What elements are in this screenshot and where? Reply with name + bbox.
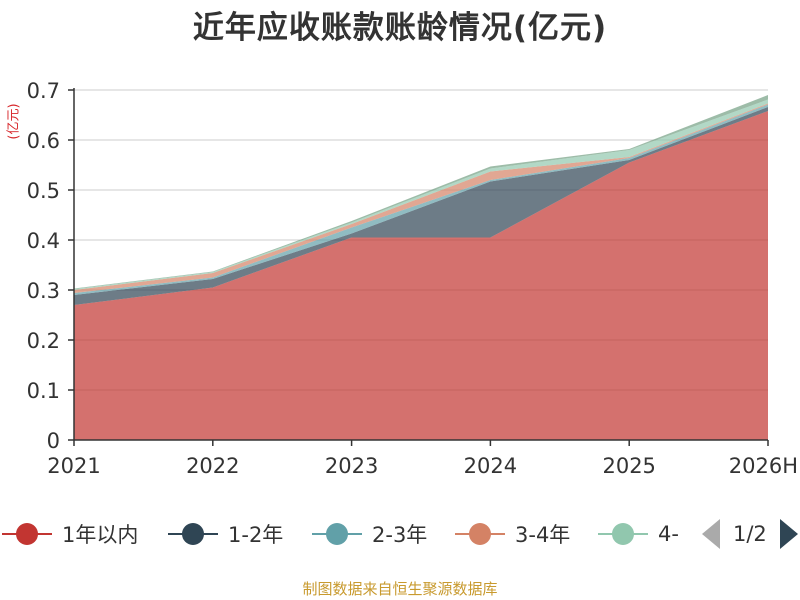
x-tick-label: 2026H — [729, 454, 798, 478]
legend-pager: 1/2 — [702, 514, 798, 554]
legend-item-3[interactable]: 2-3年 — [312, 514, 427, 554]
area-series — [74, 95, 768, 440]
area-series-1[interactable] — [74, 111, 768, 440]
legend-label: 4- — [658, 522, 679, 546]
axes: 0 0.1 0.2 0.3 0.4 0.5 0.6 0.7 2021 2022 2023 2024 20… — [27, 79, 798, 478]
legend-item-4[interactable]: 3-4年 — [455, 514, 570, 554]
legend-symbol — [598, 514, 648, 554]
y-tick-label: 0.5 — [27, 179, 60, 203]
x-tick-label: 2023 — [325, 454, 378, 478]
y-tick-label: 0.1 — [27, 379, 60, 403]
y-tick-label: 0.6 — [27, 129, 60, 153]
legend-symbol — [168, 514, 218, 554]
y-tick-label: 0.3 — [27, 279, 60, 303]
x-tick-label: 2022 — [186, 454, 239, 478]
chart-title: 近年应收账款账龄情况(亿元) — [192, 10, 608, 46]
legend-page-indicator: 1/2 — [733, 522, 767, 546]
x-tick-label: 2024 — [464, 454, 517, 478]
y-tick-label: 0 — [47, 429, 60, 453]
y-tick-label: 0.4 — [27, 229, 60, 253]
y-tick-label: 0.7 — [27, 79, 60, 103]
x-tick-label: 2025 — [602, 454, 655, 478]
data-source-note: 制图数据来自恒生聚源数据库 — [302, 580, 498, 598]
area-series-4[interactable] — [74, 103, 768, 294]
legend-symbol — [312, 514, 362, 554]
legend-item-1[interactable]: 1年以内 — [2, 514, 138, 554]
legend-symbol — [2, 514, 52, 554]
legend-label: 3-4年 — [515, 523, 571, 547]
y-tick-label: 0.2 — [27, 329, 60, 353]
legend-label: 2-3年 — [372, 523, 428, 547]
legend-symbol — [455, 514, 505, 554]
legend-label: 1-2年 — [228, 523, 284, 547]
legend-label: 1年以内 — [62, 523, 139, 547]
legend-item-2[interactable]: 1-2年 — [168, 514, 283, 554]
legend-prev-icon[interactable] — [702, 519, 720, 549]
legend-item-5[interactable]: 4- — [598, 514, 679, 554]
x-tick-label: 2021 — [47, 454, 100, 478]
legend: 1年以内 1-2年 2-3年 3-4年 4- 1/2 — [0, 514, 800, 554]
legend-next-icon[interactable] — [779, 519, 798, 549]
